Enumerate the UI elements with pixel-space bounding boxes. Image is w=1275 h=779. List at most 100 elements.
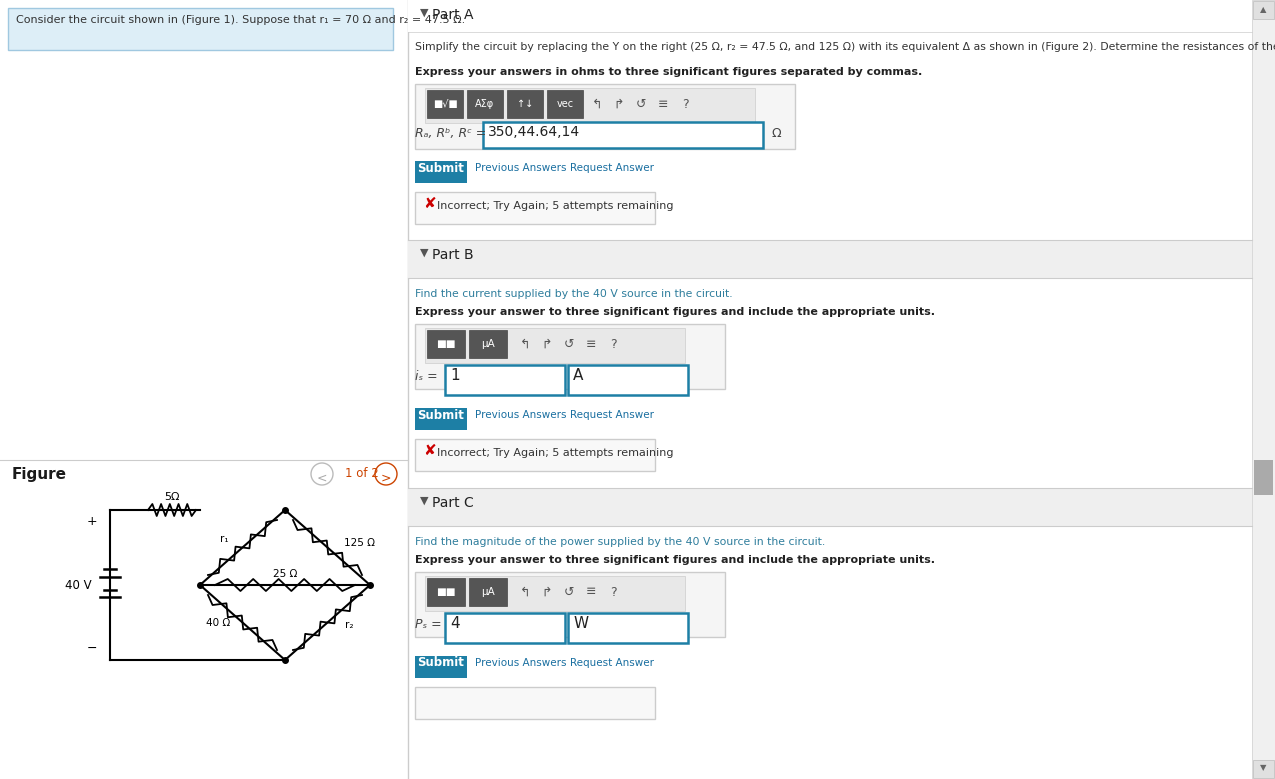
Text: Find the current supplied by the 40 V source in the circuit.: Find the current supplied by the 40 V so… (414, 289, 733, 299)
Text: 1: 1 (450, 368, 459, 383)
Bar (425, 576, 685, 611)
Text: ▼: ▼ (419, 248, 428, 258)
Bar (567, 365, 688, 395)
Text: ■√■: ■√■ (432, 99, 458, 109)
Text: ↱: ↱ (542, 586, 552, 598)
Text: 1 of 2: 1 of 2 (346, 467, 379, 480)
Bar (414, 572, 725, 637)
Text: 125 Ω: 125 Ω (344, 538, 375, 548)
Text: 40 V: 40 V (65, 579, 92, 592)
Text: Incorrect; Try Again; 5 attempts remaining: Incorrect; Try Again; 5 attempts remaini… (437, 448, 673, 458)
Text: ↰: ↰ (520, 337, 530, 351)
Bar (467, 90, 504, 118)
Text: vec: vec (556, 99, 574, 109)
Text: ?: ? (609, 337, 616, 351)
Text: ↱: ↱ (613, 97, 625, 111)
Bar (414, 439, 655, 471)
Text: ▲: ▲ (1260, 5, 1266, 14)
Text: Express your answers in ohms to three significant figures separated by commas.: Express your answers in ohms to three si… (414, 67, 922, 77)
Bar (425, 328, 685, 363)
Text: ↰: ↰ (520, 586, 530, 598)
Text: +: + (87, 515, 97, 528)
Text: Previous Answers: Previous Answers (476, 410, 566, 420)
Bar (414, 687, 655, 719)
Text: ▼: ▼ (419, 8, 428, 18)
Text: ≡: ≡ (585, 337, 597, 351)
Text: Part B: Part B (432, 248, 473, 262)
Text: Pₛ =: Pₛ = (414, 618, 441, 631)
Bar (414, 408, 467, 430)
Text: ↺: ↺ (564, 337, 574, 351)
Bar (427, 330, 465, 358)
Text: Submit: Submit (418, 657, 464, 669)
Text: Submit: Submit (418, 161, 464, 174)
Bar (8, 8, 393, 50)
Bar (408, 0, 1252, 32)
Text: Part C: Part C (432, 496, 474, 510)
Text: AΣφ: AΣφ (476, 99, 495, 109)
Bar (469, 330, 507, 358)
Text: r₁: r₁ (221, 534, 228, 545)
Text: ✘: ✘ (423, 196, 436, 210)
Text: μA: μA (481, 339, 495, 349)
Bar (567, 613, 688, 643)
Bar (414, 84, 796, 149)
Bar (1253, 760, 1274, 778)
Text: Request Answer: Request Answer (570, 658, 654, 668)
Text: W: W (572, 616, 588, 631)
Text: Previous Answers: Previous Answers (476, 658, 566, 668)
Bar (1252, 0, 1275, 779)
Text: ↺: ↺ (564, 586, 574, 598)
Text: ?: ? (609, 586, 616, 598)
Bar (445, 365, 565, 395)
Text: Previous Answers: Previous Answers (476, 163, 566, 173)
Text: 5Ω: 5Ω (164, 492, 180, 502)
Text: 40 Ω: 40 Ω (207, 618, 231, 628)
Text: ↱: ↱ (542, 337, 552, 351)
Text: ↺: ↺ (636, 97, 646, 111)
Bar (408, 240, 1252, 278)
Text: −: − (87, 642, 97, 655)
Text: μA: μA (481, 587, 495, 597)
Text: ≡: ≡ (585, 586, 597, 598)
Bar (427, 90, 463, 118)
Text: iₛ =: iₛ = (414, 370, 437, 383)
Text: ▼: ▼ (1260, 763, 1266, 772)
Text: 25 Ω: 25 Ω (273, 569, 297, 579)
Text: ↰: ↰ (592, 97, 602, 111)
Text: Part A: Part A (432, 8, 473, 22)
Text: Request Answer: Request Answer (570, 410, 654, 420)
Text: Express your answer to three significant figures and include the appropriate uni: Express your answer to three significant… (414, 307, 935, 317)
Bar (414, 161, 467, 183)
Bar (1253, 1, 1274, 19)
Bar (427, 578, 465, 606)
Bar (507, 90, 543, 118)
Text: A: A (572, 368, 584, 383)
Text: Figure: Figure (11, 467, 68, 482)
Text: Incorrect; Try Again; 5 attempts remaining: Incorrect; Try Again; 5 attempts remaini… (437, 201, 673, 211)
Text: ■■: ■■ (436, 587, 455, 597)
Text: ■■: ■■ (436, 339, 455, 349)
Text: ▼: ▼ (419, 496, 428, 506)
Bar (547, 90, 583, 118)
Bar (408, 488, 1252, 526)
Text: ↑↓: ↑↓ (516, 99, 533, 109)
Bar (414, 192, 655, 224)
Text: ?: ? (682, 97, 688, 111)
Text: Request Answer: Request Answer (570, 163, 654, 173)
Bar (425, 88, 755, 123)
Text: r₂: r₂ (346, 619, 353, 629)
Text: <: < (316, 471, 328, 485)
Text: 350,44.64,14: 350,44.64,14 (488, 125, 580, 139)
Text: Rₐ, Rᵇ, Rᶜ =: Rₐ, Rᵇ, Rᶜ = (414, 127, 486, 140)
Text: >: > (381, 471, 391, 485)
Text: Consider the circuit shown in (Figure 1). Suppose that r₁ = 70 Ω and r₂ = 47.5 Ω: Consider the circuit shown in (Figure 1)… (17, 15, 465, 25)
Text: Find the magnitude of the power supplied by the 40 V source in the circuit.: Find the magnitude of the power supplied… (414, 537, 825, 547)
Text: Express your answer to three significant figures and include the appropriate uni: Express your answer to three significant… (414, 555, 935, 565)
Bar (469, 578, 507, 606)
Text: Simplify the circuit by replacing the Y on the right (25 Ω, r₂ = 47.5 Ω, and 125: Simplify the circuit by replacing the Y … (414, 42, 1275, 52)
Bar (414, 656, 467, 678)
Text: ✘: ✘ (423, 442, 436, 457)
Bar (445, 613, 565, 643)
Text: Ω: Ω (771, 127, 780, 140)
